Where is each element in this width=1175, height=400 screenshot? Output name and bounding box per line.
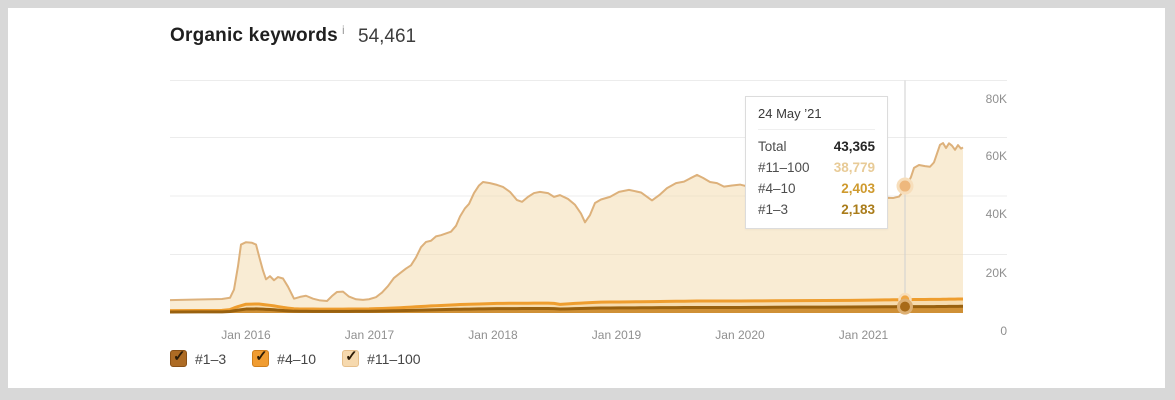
area-11-100 (170, 143, 963, 311)
tooltip-value: 2,403 (841, 181, 875, 196)
tooltip-label: #4–10 (758, 181, 796, 196)
tooltip-label: #11–100 (758, 160, 810, 175)
tooltip-value: 2,183 (841, 202, 875, 217)
tooltip-value: 43,365 (833, 139, 875, 154)
tooltip-label: #1–3 (758, 202, 789, 217)
tooltip-label: Total (758, 139, 787, 154)
legend-item-1-3[interactable]: ✓ #1–3 (170, 348, 227, 367)
info-icon[interactable]: i (342, 23, 345, 37)
organic-keywords-card (8, 8, 1165, 388)
x-axis-label: Jan 2020 (715, 328, 765, 342)
x-axis-label: Jan 2017 (344, 328, 395, 342)
area-4-10-line (169, 297, 964, 313)
checkmark-icon: ✓ (255, 348, 268, 365)
tooltip-value: 38,779 (833, 160, 875, 175)
tooltip-date: 24 May ’21 (758, 106, 875, 130)
x-axis-label: Jan 2018 (468, 328, 518, 342)
checkmark-icon: ✓ (173, 348, 186, 365)
tooltip-row-total: Total 43,365 (758, 136, 875, 157)
tooltip-row-11-100: #11–100 38,779 (758, 157, 875, 178)
area-11-100-line (169, 142, 964, 303)
checkmark-icon: ✓ (345, 348, 358, 365)
marker-dot-band1 (897, 298, 913, 315)
chart-legend: ✓ #1–3 ✓ #4–10 ✓ #11–100 (170, 348, 421, 367)
x-axis-label: Jan 2016 (221, 328, 271, 342)
checkbox-1-3[interactable]: ✓ (170, 348, 187, 367)
chart-plot[interactable] (169, 80, 1007, 315)
x-axis-label: Jan 2021 (838, 328, 889, 342)
chart-tooltip: 24 May ’21 Total 43,365 #11–100 38,779 #… (745, 96, 888, 229)
checkbox-11-100[interactable]: ✓ (342, 348, 360, 367)
legend-label: #4–10 (277, 350, 317, 367)
checkbox-4-10[interactable]: ✓ (252, 348, 270, 367)
legend-item-11-100[interactable]: ✓ #11–100 (342, 348, 421, 367)
x-axis-label: Jan 2019 (591, 328, 642, 342)
tooltip-row-1-3: #1–3 2,183 (758, 199, 875, 220)
page-title: Organic keywords (170, 25, 338, 46)
y-axis-label: 0 (1000, 324, 1007, 338)
marker-dot-total (896, 177, 914, 195)
area-1-3-line (169, 304, 964, 314)
legend-label: #11–100 (367, 350, 421, 367)
tooltip-row-4-10: #4–10 2,403 (758, 178, 875, 199)
legend-item-4-10[interactable]: ✓ #4–10 (252, 348, 317, 367)
organic-keywords-count: 54,461 (358, 26, 417, 47)
legend-label: #1–3 (195, 350, 227, 367)
